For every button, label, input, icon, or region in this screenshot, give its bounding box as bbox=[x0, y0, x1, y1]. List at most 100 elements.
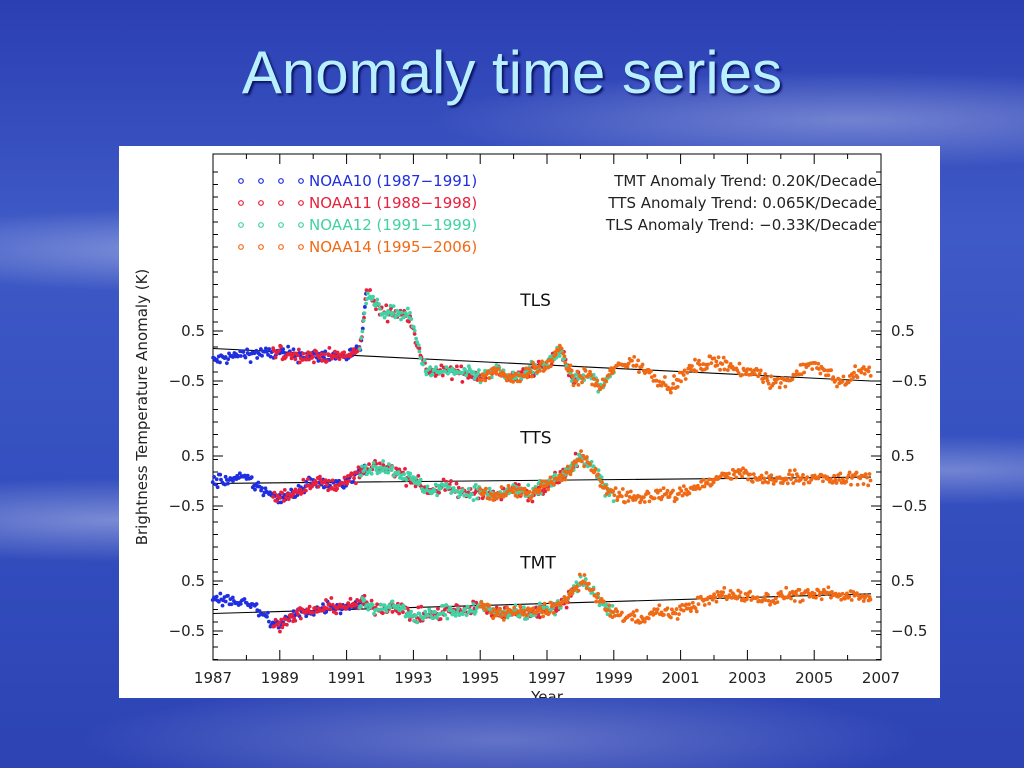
data-point bbox=[314, 350, 319, 354]
data-point bbox=[805, 475, 810, 480]
data-point bbox=[395, 308, 399, 313]
y-tick-label-right: −0.5 bbox=[891, 622, 927, 640]
data-point bbox=[675, 384, 680, 389]
data-point bbox=[427, 607, 432, 612]
data-point bbox=[720, 362, 725, 366]
data-point bbox=[541, 614, 546, 619]
data-point bbox=[491, 616, 496, 621]
data-point bbox=[483, 378, 488, 383]
data-point bbox=[306, 477, 310, 481]
data-point bbox=[794, 478, 798, 483]
data-point bbox=[471, 498, 476, 503]
data-point bbox=[214, 594, 219, 599]
data-point bbox=[611, 499, 616, 504]
data-point bbox=[280, 625, 285, 630]
data-point bbox=[587, 462, 592, 467]
data-point bbox=[718, 474, 723, 479]
data-point bbox=[293, 357, 298, 362]
data-point bbox=[330, 478, 335, 483]
data-point bbox=[460, 488, 465, 492]
data-point bbox=[477, 368, 481, 373]
data-point bbox=[769, 473, 774, 478]
data-point bbox=[737, 361, 742, 366]
data-point bbox=[482, 603, 487, 607]
data-point bbox=[758, 477, 763, 482]
legend-marker bbox=[238, 200, 244, 206]
data-point bbox=[388, 303, 393, 308]
data-point bbox=[478, 604, 482, 609]
y-tick-label-right: 0.5 bbox=[891, 572, 915, 590]
data-point bbox=[697, 486, 702, 491]
data-point bbox=[694, 369, 699, 374]
data-point bbox=[658, 488, 663, 493]
data-point bbox=[655, 607, 660, 611]
data-point bbox=[410, 475, 415, 479]
data-point bbox=[819, 597, 824, 602]
data-point bbox=[407, 614, 412, 619]
data-point bbox=[403, 466, 407, 471]
data-point bbox=[830, 590, 834, 594]
data-point bbox=[813, 361, 818, 365]
data-point bbox=[591, 376, 596, 381]
data-point bbox=[482, 374, 486, 379]
data-point bbox=[540, 359, 544, 364]
data-point bbox=[526, 606, 530, 611]
data-point bbox=[735, 596, 739, 601]
data-point bbox=[466, 486, 471, 491]
data-point bbox=[464, 373, 469, 378]
data-point bbox=[225, 481, 230, 486]
x-tick-label: 2003 bbox=[728, 669, 766, 687]
data-point bbox=[482, 491, 487, 495]
data-point bbox=[408, 471, 413, 476]
data-point bbox=[563, 360, 568, 365]
data-point bbox=[522, 608, 527, 613]
data-point bbox=[710, 597, 715, 602]
data-point bbox=[254, 602, 259, 606]
legend-marker bbox=[258, 178, 264, 184]
data-point bbox=[455, 610, 460, 615]
data-point bbox=[359, 336, 364, 340]
data-point bbox=[338, 611, 343, 616]
data-point bbox=[561, 474, 566, 479]
data-point bbox=[391, 311, 395, 315]
data-point bbox=[657, 379, 662, 384]
data-point bbox=[273, 617, 278, 622]
data-point bbox=[396, 603, 401, 608]
x-tick-label: 2005 bbox=[795, 669, 833, 687]
data-point bbox=[791, 481, 796, 486]
data-point bbox=[280, 491, 285, 495]
data-point bbox=[527, 489, 532, 494]
data-point bbox=[311, 354, 316, 359]
data-point bbox=[503, 493, 508, 498]
data-point bbox=[569, 469, 574, 473]
data-point bbox=[348, 596, 353, 601]
data-point bbox=[659, 383, 664, 388]
data-point bbox=[790, 377, 795, 382]
data-point bbox=[728, 361, 733, 366]
data-point bbox=[776, 376, 780, 381]
data-point bbox=[755, 368, 760, 373]
data-point bbox=[496, 611, 500, 616]
data-point bbox=[559, 346, 564, 351]
data-point bbox=[465, 493, 470, 498]
data-point bbox=[714, 599, 719, 604]
data-point bbox=[601, 599, 606, 604]
data-point bbox=[816, 361, 821, 366]
y-tick-label: −0.5 bbox=[169, 497, 205, 515]
data-point bbox=[680, 603, 685, 607]
data-point bbox=[569, 368, 574, 373]
y-tick-label-right: 0.5 bbox=[891, 447, 915, 465]
data-point bbox=[847, 594, 852, 599]
data-point bbox=[412, 332, 417, 336]
data-point bbox=[565, 464, 570, 469]
data-point bbox=[787, 472, 791, 477]
data-point bbox=[562, 594, 567, 599]
data-point bbox=[866, 369, 871, 374]
data-point bbox=[524, 366, 528, 371]
data-point bbox=[377, 461, 382, 466]
data-point bbox=[313, 606, 317, 610]
data-point bbox=[278, 496, 282, 500]
data-point bbox=[595, 595, 600, 600]
data-point bbox=[573, 451, 578, 456]
data-point bbox=[548, 364, 553, 369]
